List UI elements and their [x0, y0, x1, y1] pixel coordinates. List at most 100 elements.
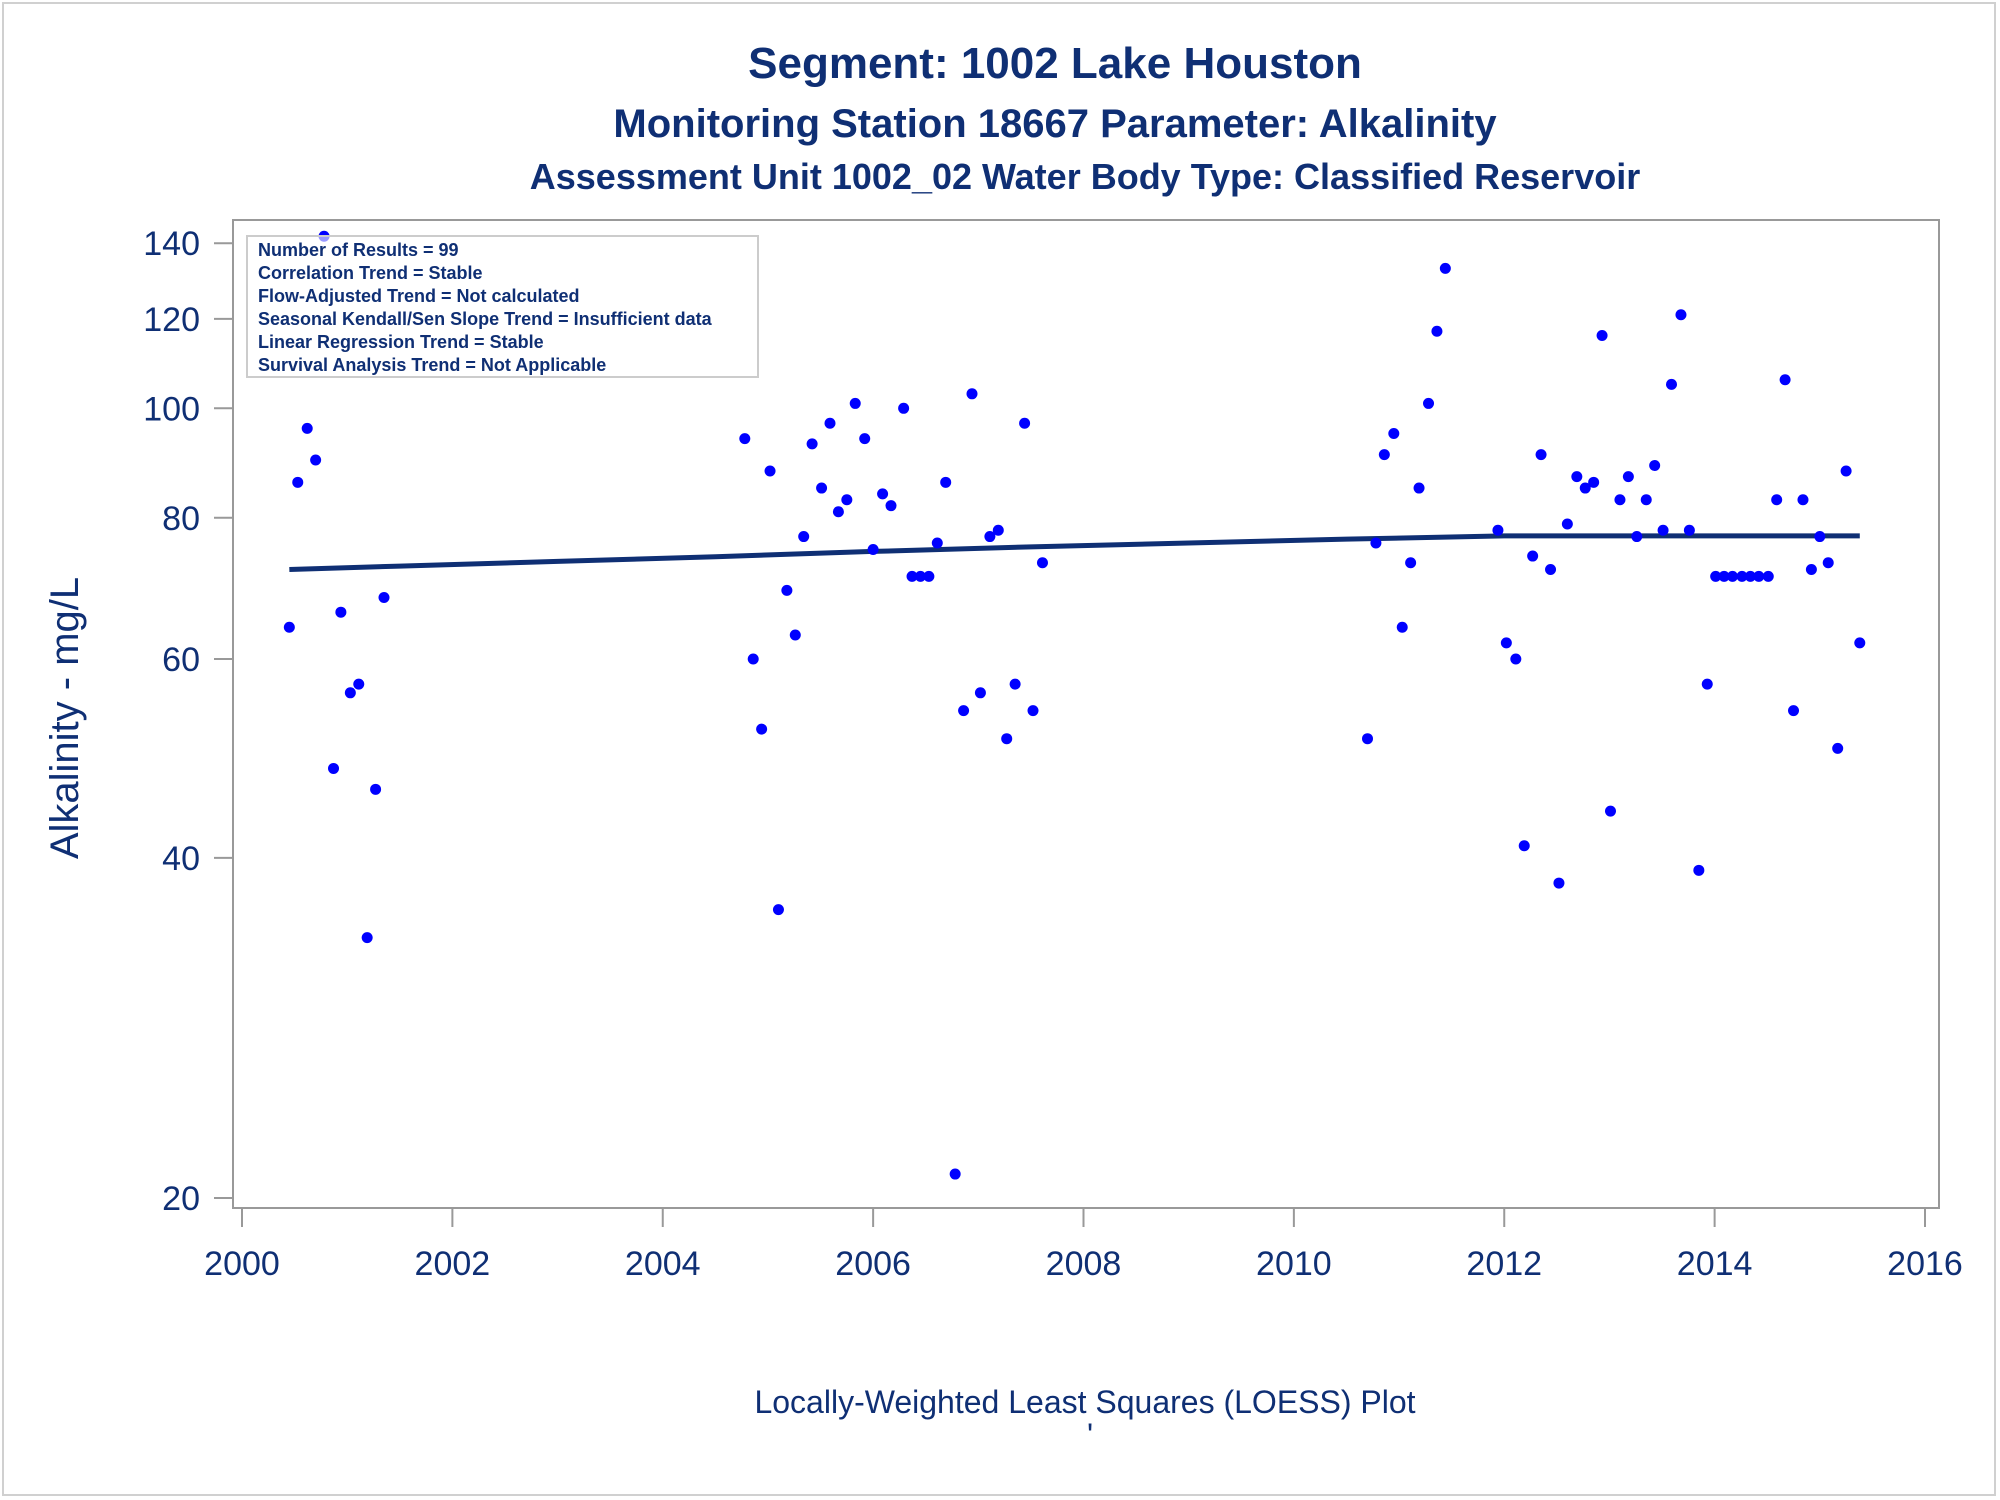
data-point [1019, 417, 1031, 429]
y-tick-label: 20 [162, 1180, 200, 1218]
data-point [292, 476, 304, 488]
data-point [867, 543, 879, 555]
data-point [1571, 471, 1583, 483]
x-tick-label: 2014 [1677, 1245, 1753, 1283]
data-point [1693, 864, 1705, 876]
data-point [798, 531, 810, 543]
data-point [984, 531, 996, 543]
data-point [1665, 378, 1677, 390]
data-point [1771, 494, 1783, 506]
data-point [1439, 262, 1451, 274]
data-point [764, 465, 776, 477]
data-point [1545, 563, 1557, 575]
data-point [370, 783, 382, 795]
data-point [1527, 550, 1539, 562]
inset-line-flow-adjusted: Flow-Adjusted Trend = Not calculated [258, 286, 580, 306]
data-point [378, 592, 390, 604]
data-point [1553, 877, 1565, 889]
data-point [958, 705, 970, 717]
x-tick-label: 2008 [1046, 1245, 1122, 1283]
data-point [859, 433, 871, 445]
data-point [1727, 570, 1739, 582]
inset-line-survival: Survival Analysis Trend = Not Applicable [258, 355, 606, 375]
data-point [1596, 329, 1608, 341]
stats-inset: Number of Results = 99 Correlation Trend… [246, 235, 759, 378]
data-point [1423, 397, 1435, 409]
data-point [1027, 705, 1039, 717]
data-point [841, 494, 853, 506]
data-point [739, 433, 751, 445]
data-point [1561, 518, 1573, 530]
chart-footnote: ' [1087, 1417, 1093, 1453]
data-point [1805, 563, 1817, 575]
data-point [756, 723, 768, 735]
data-point [1762, 570, 1774, 582]
data-point [1736, 570, 1748, 582]
x-tick-label: 2004 [625, 1245, 701, 1283]
chart-subtitle-2: Assessment Unit 1002_02 Water Body Type:… [530, 156, 1640, 197]
data-point [1822, 557, 1834, 569]
data-point [1579, 482, 1591, 494]
data-point [914, 570, 926, 582]
data-point [283, 621, 295, 633]
inset-line-correlation: Correlation Trend = Stable [258, 263, 483, 283]
data-point [301, 422, 313, 434]
data-point [1500, 637, 1512, 649]
data-point [1370, 537, 1382, 549]
data-point [1036, 557, 1048, 569]
data-point [1675, 309, 1687, 321]
data-point [1753, 570, 1765, 582]
plot-area [232, 219, 1940, 1209]
y-axis: 20 40 60 80 100 120 140 [143, 225, 233, 1218]
data-point [328, 762, 340, 774]
x-tick-label: 2010 [1256, 1245, 1332, 1283]
x-axis: 2000 2002 2004 2006 2008 2010 2012 2014 2016 [204, 1208, 1963, 1283]
data-point [1718, 570, 1730, 582]
data-point [772, 904, 784, 916]
data-point [1388, 427, 1400, 439]
x-tick-label: 2006 [835, 1245, 911, 1283]
data-point [806, 438, 818, 450]
data-point [1631, 531, 1643, 543]
data-point [1614, 494, 1626, 506]
data-point [1797, 494, 1809, 506]
data-point [1701, 678, 1713, 690]
data-point [885, 500, 897, 512]
data-point [781, 584, 793, 596]
data-point [1640, 494, 1652, 506]
data-point [1510, 653, 1522, 665]
x-tick-label: 2016 [1887, 1245, 1963, 1283]
data-point [1814, 531, 1826, 543]
data-point [849, 397, 861, 409]
data-point [1431, 325, 1443, 337]
y-tick-label: 80 [162, 500, 200, 538]
trend-layer [289, 533, 1860, 572]
x-tick-label: 2002 [415, 1245, 491, 1283]
data-point [1405, 557, 1417, 569]
y-tick-label: 60 [162, 641, 200, 679]
data-point [1832, 742, 1844, 754]
data-point [1518, 840, 1530, 852]
data-point [1001, 733, 1013, 745]
data-point [992, 524, 1004, 536]
data-point [1535, 449, 1547, 461]
data-point [1492, 524, 1504, 536]
data-point [1657, 524, 1669, 536]
data-point [1604, 805, 1616, 817]
data-point [1683, 524, 1695, 536]
data-point [1622, 471, 1634, 483]
data-point [898, 402, 910, 414]
stats-inset-box [246, 235, 759, 378]
data-point [832, 506, 844, 518]
inset-line-linear-regression: Linear Regression Trend = Stable [258, 332, 544, 352]
y-tick-label: 100 [143, 390, 200, 428]
data-point [923, 570, 935, 582]
data-point [1396, 621, 1408, 633]
data-point [344, 687, 356, 699]
chart-subtitle-1: Monitoring Station 18667 Parameter: Alka… [613, 102, 1497, 146]
x-tick-label: 2012 [1466, 1245, 1542, 1283]
data-point [1840, 465, 1852, 477]
data-point [824, 417, 836, 429]
data-point [966, 388, 978, 400]
